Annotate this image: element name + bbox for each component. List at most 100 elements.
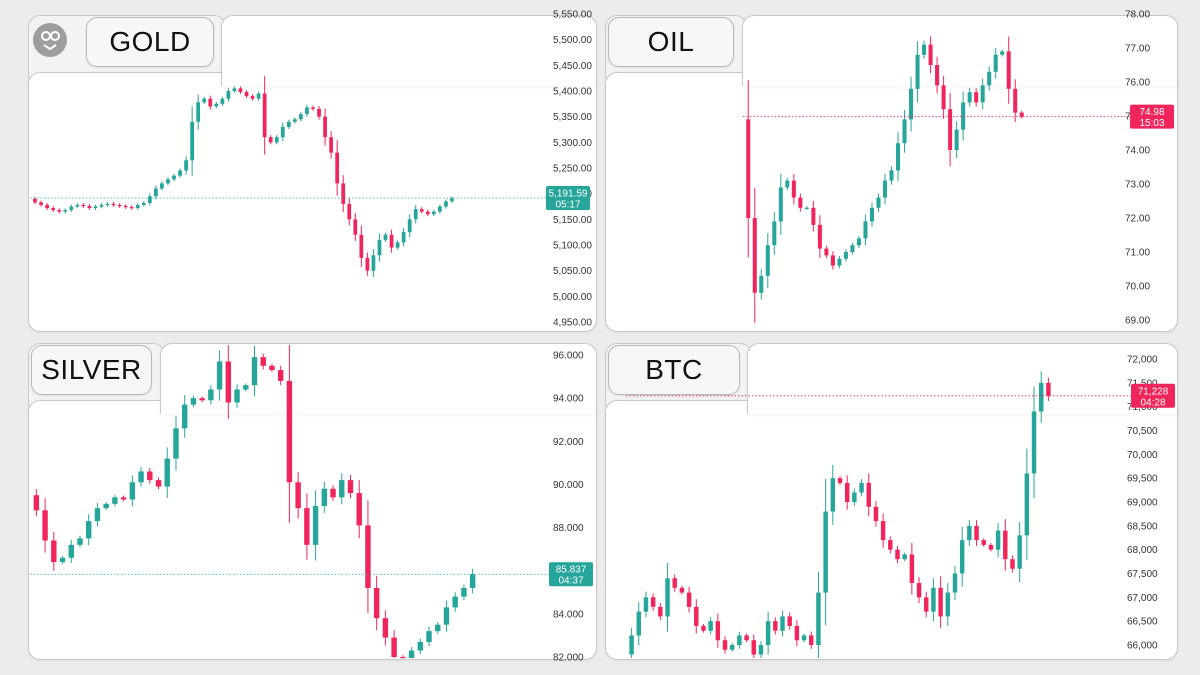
candle-body (389, 234, 394, 248)
y-tick-label: 82.000 (553, 653, 584, 664)
candle-body (99, 204, 104, 207)
candle-body (981, 540, 986, 545)
candle-body (1031, 411, 1037, 474)
candle-body (941, 85, 946, 110)
candle-body (216, 361, 223, 390)
candle-body (382, 618, 389, 638)
candle-body (51, 208, 56, 211)
current-price-timer: 05:17 (555, 199, 580, 210)
candle-body (643, 597, 649, 612)
candle-body (57, 210, 62, 212)
y-tick-label: 70,000 (1127, 450, 1158, 461)
candle-body (277, 370, 284, 381)
candle-body (339, 480, 345, 498)
candle-body (45, 204, 49, 209)
candle-body (77, 538, 83, 545)
y-tick-label: 67,000 (1127, 593, 1158, 604)
candle-body (299, 114, 303, 120)
candle-body (751, 640, 756, 655)
candle-body (435, 624, 441, 632)
candle-body (450, 198, 454, 202)
y-tick-label: 92.000 (553, 437, 584, 448)
candle-body (1019, 112, 1024, 117)
y-tick-label: 5,050.00 (553, 266, 592, 277)
tab-btc[interactable]: BTC (608, 345, 740, 395)
y-tick-label: 71.00 (1125, 248, 1150, 259)
y-tick-label: 5,300.00 (553, 138, 592, 149)
candle-body (341, 183, 346, 204)
candle-body (895, 549, 900, 560)
candle-body (1024, 473, 1030, 536)
candle-body (353, 219, 358, 235)
candle-body (1013, 88, 1018, 113)
current-price-badge-bg (549, 562, 593, 587)
candle-body (869, 207, 874, 222)
candle-body (759, 275, 764, 293)
candle-body (737, 635, 742, 645)
current-price-timer: 04:28 (1140, 397, 1165, 408)
candle-body (729, 645, 735, 650)
candle-body (837, 258, 842, 266)
y-tick-label: 5,450.00 (553, 61, 592, 72)
tab-silver[interactable]: SILVER (31, 345, 152, 395)
tab-gold[interactable]: GOLD (86, 17, 214, 67)
candle-body (347, 480, 354, 494)
y-tick-label: 88.000 (553, 523, 584, 534)
brand-logo-icon (33, 23, 67, 57)
candle-body (830, 478, 836, 512)
oil-chart-panel (605, 72, 1178, 332)
candle-body (954, 129, 959, 150)
silver-chart-area-top (160, 343, 597, 414)
candle-body (758, 645, 764, 655)
candle-body (1003, 530, 1008, 560)
candle-body (395, 242, 400, 248)
candle-body (948, 109, 953, 150)
y-tick-label: 94.000 (553, 394, 584, 405)
candle-body (873, 506, 879, 522)
candle-body (778, 187, 783, 222)
y-tick-label: 68,000 (1127, 545, 1158, 556)
candle-body (959, 540, 965, 574)
current-price-badge-bg (546, 185, 590, 210)
btc-chart-area-top (747, 343, 1178, 414)
candle-body (469, 574, 476, 588)
candle-body (147, 196, 152, 203)
gold-chart-panel (28, 72, 597, 332)
candle-body (105, 203, 110, 206)
candle-body (882, 180, 888, 198)
candle-body (1046, 382, 1051, 396)
candle-body (988, 544, 994, 550)
current-price-timer: 04:37 (558, 576, 583, 587)
candle-body (42, 510, 48, 541)
candle-body (155, 480, 162, 487)
candle-body (993, 54, 998, 72)
y-tick-label: 72,000 (1127, 355, 1158, 366)
candle-body (220, 98, 225, 104)
tab-oil[interactable]: OIL (608, 17, 734, 67)
candle-body (811, 207, 816, 225)
candle-body (961, 102, 966, 130)
candle-body (391, 637, 397, 657)
candle-body (94, 508, 101, 522)
candle-body (967, 525, 972, 541)
candle-body (51, 540, 57, 563)
candle-body (650, 597, 656, 607)
gold-chart-area-top (221, 15, 597, 86)
candle-body (888, 540, 893, 550)
candle-body (931, 587, 936, 612)
candle-body (68, 544, 74, 558)
candle-body (1038, 382, 1044, 412)
candle-body (987, 71, 992, 86)
candle-body (780, 616, 785, 631)
candle-body (967, 92, 972, 103)
candle-body (202, 98, 207, 103)
current-price-badge-bg (1131, 383, 1175, 408)
candle-body (329, 137, 333, 153)
candle-body (117, 204, 122, 207)
candle-body (824, 248, 829, 256)
candle-body (413, 209, 418, 220)
candle-body (980, 85, 985, 103)
candle-body (419, 209, 424, 212)
